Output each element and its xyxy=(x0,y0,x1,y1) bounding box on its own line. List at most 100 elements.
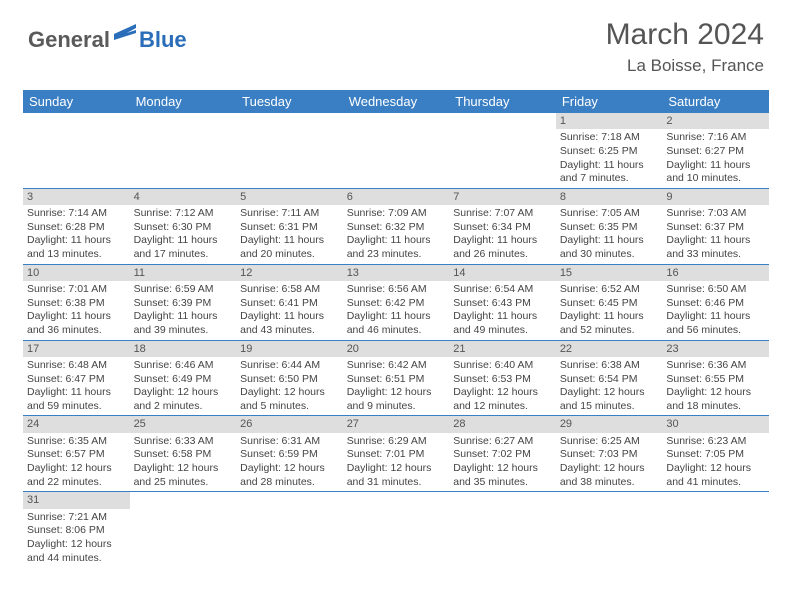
day-details: Sunrise: 6:38 AMSunset: 6:54 PMDaylight:… xyxy=(556,357,663,416)
daylight-text: Daylight: 11 hours and 20 minutes. xyxy=(240,234,339,261)
sunrise-text: Sunrise: 7:01 AM xyxy=(27,283,126,297)
calendar-day-cell: 25Sunrise: 6:33 AMSunset: 6:58 PMDayligh… xyxy=(130,416,237,492)
day-number: 7 xyxy=(449,189,556,205)
day-number: 2 xyxy=(662,113,769,129)
sunrise-text: Sunrise: 6:33 AM xyxy=(134,435,233,449)
day-number xyxy=(23,113,130,115)
day-number: 25 xyxy=(130,416,237,432)
day-details: Sunrise: 7:16 AMSunset: 6:27 PMDaylight:… xyxy=(662,129,769,188)
day-number xyxy=(236,113,343,115)
calendar-day-cell: 17Sunrise: 6:48 AMSunset: 6:47 PMDayligh… xyxy=(23,340,130,416)
sunset-text: Sunset: 6:55 PM xyxy=(666,373,765,387)
day-details: Sunrise: 6:33 AMSunset: 6:58 PMDaylight:… xyxy=(130,433,237,492)
sunset-text: Sunset: 6:30 PM xyxy=(134,221,233,235)
day-number: 13 xyxy=(343,265,450,281)
calendar-day-cell: 20Sunrise: 6:42 AMSunset: 6:51 PMDayligh… xyxy=(343,340,450,416)
day-details: Sunrise: 6:23 AMSunset: 7:05 PMDaylight:… xyxy=(662,433,769,492)
daylight-text: Daylight: 12 hours and 25 minutes. xyxy=(134,462,233,489)
day-details: Sunrise: 6:46 AMSunset: 6:49 PMDaylight:… xyxy=(130,357,237,416)
day-number: 26 xyxy=(236,416,343,432)
daylight-text: Daylight: 12 hours and 22 minutes. xyxy=(27,462,126,489)
day-number xyxy=(449,113,556,115)
sunset-text: Sunset: 6:35 PM xyxy=(560,221,659,235)
sunrise-text: Sunrise: 6:44 AM xyxy=(240,359,339,373)
calendar-day-cell: 1Sunrise: 7:18 AMSunset: 6:25 PMDaylight… xyxy=(556,113,663,188)
day-details: Sunrise: 7:03 AMSunset: 6:37 PMDaylight:… xyxy=(662,205,769,264)
day-number xyxy=(130,113,237,115)
sunrise-text: Sunrise: 6:59 AM xyxy=(134,283,233,297)
day-number: 6 xyxy=(343,189,450,205)
calendar-day-cell: 7Sunrise: 7:07 AMSunset: 6:34 PMDaylight… xyxy=(449,188,556,264)
day-number: 12 xyxy=(236,265,343,281)
sunset-text: Sunset: 7:02 PM xyxy=(453,448,552,462)
sunrise-text: Sunrise: 6:23 AM xyxy=(666,435,765,449)
daylight-text: Daylight: 12 hours and 9 minutes. xyxy=(347,386,446,413)
calendar-week: 31Sunrise: 7:21 AMSunset: 8:06 PMDayligh… xyxy=(23,492,769,567)
day-number xyxy=(556,492,663,494)
day-details: Sunrise: 7:07 AMSunset: 6:34 PMDaylight:… xyxy=(449,205,556,264)
daylight-text: Daylight: 12 hours and 35 minutes. xyxy=(453,462,552,489)
calendar-day-cell xyxy=(236,113,343,188)
calendar-day-cell: 13Sunrise: 6:56 AMSunset: 6:42 PMDayligh… xyxy=(343,264,450,340)
day-number: 16 xyxy=(662,265,769,281)
calendar-day-cell: 18Sunrise: 6:46 AMSunset: 6:49 PMDayligh… xyxy=(130,340,237,416)
sunset-text: Sunset: 6:28 PM xyxy=(27,221,126,235)
daylight-text: Daylight: 12 hours and 31 minutes. xyxy=(347,462,446,489)
sunset-text: Sunset: 6:46 PM xyxy=(666,297,765,311)
day-number: 24 xyxy=(23,416,130,432)
weekday-header: Wednesday xyxy=(343,90,450,113)
sunrise-text: Sunrise: 6:58 AM xyxy=(240,283,339,297)
day-details: Sunrise: 6:31 AMSunset: 6:59 PMDaylight:… xyxy=(236,433,343,492)
daylight-text: Daylight: 11 hours and 10 minutes. xyxy=(666,159,765,186)
sunset-text: Sunset: 6:57 PM xyxy=(27,448,126,462)
calendar-day-cell: 23Sunrise: 6:36 AMSunset: 6:55 PMDayligh… xyxy=(662,340,769,416)
calendar-week: 3Sunrise: 7:14 AMSunset: 6:28 PMDaylight… xyxy=(23,188,769,264)
sunrise-text: Sunrise: 7:12 AM xyxy=(134,207,233,221)
day-number: 11 xyxy=(130,265,237,281)
sunset-text: Sunset: 6:25 PM xyxy=(560,145,659,159)
day-number: 23 xyxy=(662,341,769,357)
calendar-day-cell xyxy=(130,492,237,567)
calendar-day-cell xyxy=(662,492,769,567)
daylight-text: Daylight: 11 hours and 17 minutes. xyxy=(134,234,233,261)
day-details: Sunrise: 7:18 AMSunset: 6:25 PMDaylight:… xyxy=(556,129,663,188)
sunset-text: Sunset: 6:54 PM xyxy=(560,373,659,387)
daylight-text: Daylight: 11 hours and 46 minutes. xyxy=(347,310,446,337)
calendar-day-cell xyxy=(236,492,343,567)
calendar-day-cell: 4Sunrise: 7:12 AMSunset: 6:30 PMDaylight… xyxy=(130,188,237,264)
sunrise-text: Sunrise: 6:35 AM xyxy=(27,435,126,449)
daylight-text: Daylight: 12 hours and 18 minutes. xyxy=(666,386,765,413)
day-number: 5 xyxy=(236,189,343,205)
sunset-text: Sunset: 6:43 PM xyxy=(453,297,552,311)
day-details: Sunrise: 7:09 AMSunset: 6:32 PMDaylight:… xyxy=(343,205,450,264)
sunrise-text: Sunrise: 6:52 AM xyxy=(560,283,659,297)
day-number: 31 xyxy=(23,492,130,508)
sunset-text: Sunset: 6:50 PM xyxy=(240,373,339,387)
calendar-day-cell: 22Sunrise: 6:38 AMSunset: 6:54 PMDayligh… xyxy=(556,340,663,416)
day-details: Sunrise: 6:59 AMSunset: 6:39 PMDaylight:… xyxy=(130,281,237,340)
calendar-day-cell: 28Sunrise: 6:27 AMSunset: 7:02 PMDayligh… xyxy=(449,416,556,492)
sunset-text: Sunset: 6:59 PM xyxy=(240,448,339,462)
day-details: Sunrise: 7:05 AMSunset: 6:35 PMDaylight:… xyxy=(556,205,663,264)
calendar-day-cell xyxy=(556,492,663,567)
daylight-text: Daylight: 11 hours and 36 minutes. xyxy=(27,310,126,337)
day-number xyxy=(343,113,450,115)
day-number: 19 xyxy=(236,341,343,357)
calendar-day-cell: 5Sunrise: 7:11 AMSunset: 6:31 PMDaylight… xyxy=(236,188,343,264)
day-number xyxy=(662,492,769,494)
daylight-text: Daylight: 12 hours and 41 minutes. xyxy=(666,462,765,489)
calendar-day-cell xyxy=(23,113,130,188)
day-number: 9 xyxy=(662,189,769,205)
day-details: Sunrise: 7:14 AMSunset: 6:28 PMDaylight:… xyxy=(23,205,130,264)
daylight-text: Daylight: 12 hours and 38 minutes. xyxy=(560,462,659,489)
sunset-text: Sunset: 6:45 PM xyxy=(560,297,659,311)
daylight-text: Daylight: 11 hours and 43 minutes. xyxy=(240,310,339,337)
calendar-day-cell: 3Sunrise: 7:14 AMSunset: 6:28 PMDaylight… xyxy=(23,188,130,264)
daylight-text: Daylight: 11 hours and 30 minutes. xyxy=(560,234,659,261)
daylight-text: Daylight: 11 hours and 7 minutes. xyxy=(560,159,659,186)
calendar-day-cell: 2Sunrise: 7:16 AMSunset: 6:27 PMDaylight… xyxy=(662,113,769,188)
calendar-table: SundayMondayTuesdayWednesdayThursdayFrid… xyxy=(23,90,769,567)
day-details: Sunrise: 7:01 AMSunset: 6:38 PMDaylight:… xyxy=(23,281,130,340)
sunset-text: Sunset: 6:41 PM xyxy=(240,297,339,311)
calendar-day-cell: 9Sunrise: 7:03 AMSunset: 6:37 PMDaylight… xyxy=(662,188,769,264)
